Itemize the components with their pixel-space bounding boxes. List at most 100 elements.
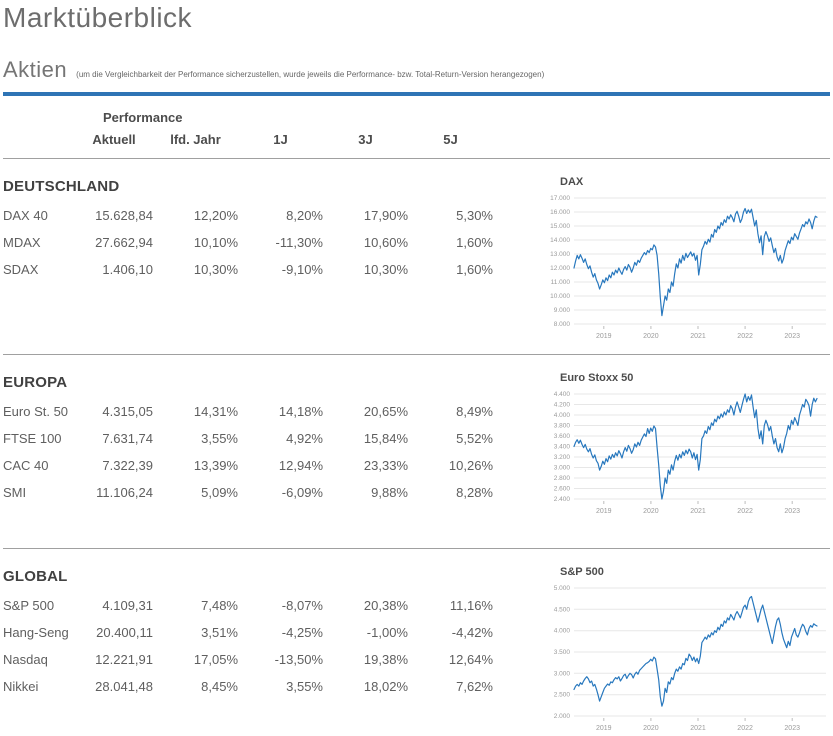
svg-text:14.000: 14.000 (550, 237, 570, 244)
col-lfd-jahr: lfd. Jahr (170, 132, 221, 147)
value-3j: 17,90% (363, 208, 408, 223)
svg-text:10.000: 10.000 (550, 293, 570, 300)
col-1j: 1J (273, 132, 288, 147)
svg-text:2023: 2023 (784, 508, 800, 515)
value-5j: 10,26% (448, 458, 493, 473)
index-name: SDAX (3, 262, 39, 277)
value-lfd-jahr: 13,39% (193, 458, 238, 473)
value-5j: -4,42% (451, 625, 493, 640)
table-row: Hang-Seng 20.400,11 3,51% -4,25% -1,00% … (3, 619, 503, 646)
value-1j: -8,07% (281, 598, 323, 613)
svg-text:2022: 2022 (737, 508, 753, 515)
aktien-heading-row: Aktien (um die Vergleichbarkeit der Perf… (3, 57, 830, 83)
svg-text:15.000: 15.000 (550, 223, 570, 230)
table-row: CAC 40 7.322,39 13,39% 12,94% 23,33% 10,… (3, 452, 503, 479)
aktien-note: (um die Vergleichbarkeit der Performance… (76, 70, 545, 79)
svg-text:3.000: 3.000 (554, 670, 571, 677)
value-5j: 11,16% (449, 598, 493, 613)
sp500-line-chart: 5.000 4.500 4.000 3.500 3.000 2.500 2.000 2019 2… (554, 585, 826, 732)
svg-text:4.000: 4.000 (554, 628, 571, 635)
svg-text:2.800: 2.800 (554, 475, 571, 482)
value-aktuell: 11.106,24 (96, 485, 153, 500)
svg-text:8.000: 8.000 (554, 321, 571, 328)
value-lfd-jahr: 5,09% (201, 485, 238, 500)
value-aktuell: 20.400,11 (96, 625, 153, 640)
svg-text:2021: 2021 (690, 725, 706, 732)
value-aktuell: 15.628,84 (95, 208, 153, 223)
svg-text:2019: 2019 (596, 725, 612, 732)
index-name: Hang-Seng (3, 625, 69, 640)
svg-text:11.000: 11.000 (551, 279, 571, 286)
chart-title-euro-stoxx-50: Euro Stoxx 50 (560, 372, 634, 384)
value-5j: 8,49% (456, 404, 493, 419)
value-3j: 18,02% (363, 679, 408, 694)
table-row: Euro St. 50 4.315,05 14,31% 14,18% 20,65… (3, 398, 503, 425)
value-1j: -6,09% (281, 485, 323, 500)
value-lfd-jahr: 3,51% (201, 625, 238, 640)
svg-text:3.200: 3.200 (554, 454, 571, 461)
value-1j: 12,94% (278, 458, 323, 473)
col-spacer (3, 127, 75, 152)
svg-text:2020: 2020 (643, 333, 659, 340)
svg-text:9.000: 9.000 (554, 307, 571, 314)
svg-text:2019: 2019 (596, 333, 612, 340)
value-3j: 20,65% (363, 404, 408, 419)
performance-group-label: Performance (103, 110, 183, 125)
index-name: SMI (3, 485, 27, 500)
value-aktuell: 7.322,39 (102, 458, 153, 473)
section-europa: EUROPA Euro St. 50 4.315,05 14,31% 14,18… (3, 355, 830, 542)
value-3j: 19,38% (363, 652, 408, 667)
svg-text:3.000: 3.000 (554, 465, 571, 472)
col-5j: 5J (443, 132, 458, 147)
svg-text:3.400: 3.400 (554, 444, 571, 451)
svg-text:4.400: 4.400 (554, 391, 571, 398)
index-name: Euro St. 50 (3, 404, 69, 419)
value-1j: 3,55% (286, 679, 323, 694)
separator-line (3, 354, 830, 355)
value-3j: 10,60% (363, 235, 408, 250)
value-1j: 14,18% (278, 404, 323, 419)
value-lfd-jahr: 12,20% (193, 208, 238, 223)
euro-stoxx-50-line-chart: 4.400 4.200 4.000 3.800 3.600 3.400 3.200 3.000… (554, 391, 826, 515)
value-lfd-jahr: 14,31% (193, 404, 238, 419)
svg-text:2021: 2021 (690, 333, 706, 340)
svg-text:2.400: 2.400 (554, 496, 571, 503)
value-5j: 1,60% (456, 235, 493, 250)
index-name: S&P 500 (3, 598, 55, 613)
table-header: Performance Aktuell lfd. Jahr 1J 3J 5J (3, 109, 830, 152)
section-title-global: GLOBAL (3, 568, 68, 585)
section-global: GLOBAL S&P 500 4.109,31 7,48% -8,07% 20,… (3, 549, 830, 733)
svg-text:2020: 2020 (643, 725, 659, 732)
dax-line-chart: 17.000 16.000 15.000 14.000 13.000 12.000 11.0… (550, 195, 826, 340)
value-3j: -1,00% (366, 625, 408, 640)
value-1j: -4,25% (281, 625, 323, 640)
section-title-europa: EUROPA (3, 374, 68, 391)
svg-text:4.500: 4.500 (554, 606, 571, 613)
value-1j: -11,30% (275, 235, 323, 250)
value-1j: 4,92% (286, 431, 323, 446)
value-1j: -9,10% (281, 262, 323, 277)
value-lfd-jahr: 8,45% (201, 679, 238, 694)
svg-text:2022: 2022 (737, 725, 753, 732)
value-5j: 7,62% (456, 679, 493, 694)
table-row: DAX 40 15.628,84 12,20% 8,20% 17,90% 5,3… (3, 202, 503, 229)
value-5j: 1,60% (456, 262, 493, 277)
svg-text:12.000: 12.000 (550, 265, 570, 272)
chart-title-sp500: S&P 500 (560, 566, 604, 578)
value-aktuell: 12.221,91 (95, 652, 153, 667)
chart-title-dax: DAX (560, 176, 584, 188)
svg-text:3.800: 3.800 (554, 423, 571, 430)
svg-text:2023: 2023 (784, 333, 800, 340)
svg-text:2.000: 2.000 (554, 713, 571, 720)
table-row: Nasdaq 12.221,91 17,05% -13,50% 19,38% 1… (3, 646, 503, 673)
value-5j: 12,64% (448, 652, 493, 667)
index-name: CAC 40 (3, 458, 49, 473)
svg-text:4.000: 4.000 (554, 412, 571, 419)
value-lfd-jahr: 17,05% (193, 652, 238, 667)
svg-text:3.500: 3.500 (554, 649, 571, 656)
value-lfd-jahr: 3,55% (201, 431, 238, 446)
value-5j: 5,52% (456, 431, 493, 446)
value-3j: 20,38% (363, 598, 408, 613)
svg-text:5.000: 5.000 (554, 585, 571, 592)
svg-text:2023: 2023 (784, 725, 800, 732)
